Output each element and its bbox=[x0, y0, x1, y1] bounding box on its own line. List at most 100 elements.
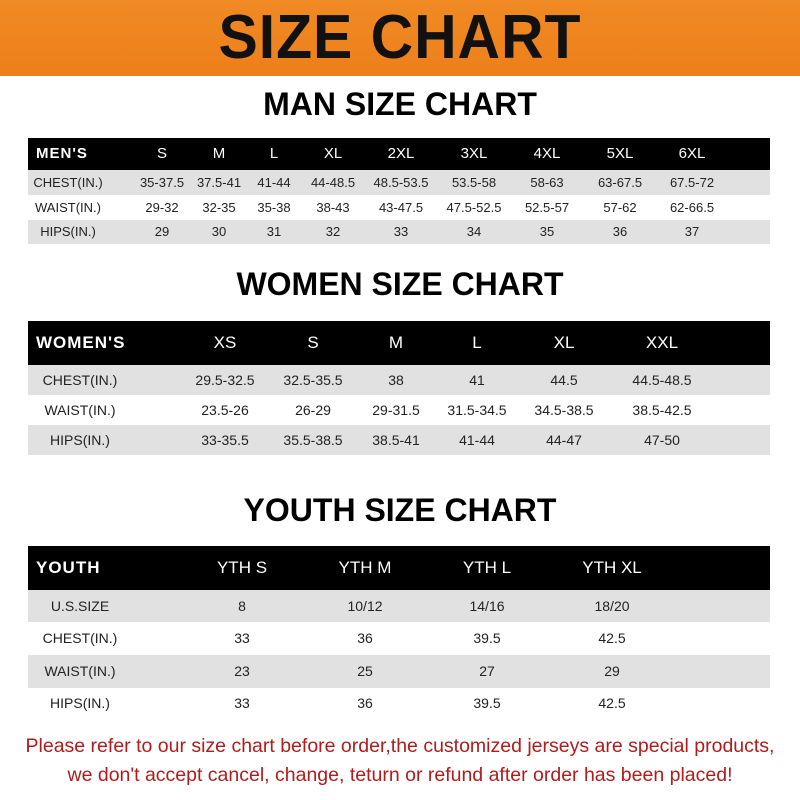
measurement-cell: 10/12 bbox=[347, 598, 383, 614]
row-label: HIPS(IN.) bbox=[50, 695, 110, 711]
measurement-cell: 33 bbox=[234, 630, 250, 646]
table-title-cell: WOMEN'S bbox=[36, 333, 126, 352]
men-size-table: MEN'S S M L XL 2XL 3XL 4XL 5XL 6XL CHEST(IN.) 35-37… bbox=[28, 138, 770, 244]
measurement-cell: 23 bbox=[234, 663, 250, 679]
size-header-cell: 6XL bbox=[678, 145, 706, 162]
measurement-cell: 44-48.5 bbox=[310, 175, 356, 190]
measurement-cell: 41-44 bbox=[257, 175, 291, 190]
size-header-cell: 5XL bbox=[606, 145, 634, 162]
measurement-cell: 47.5-52.5 bbox=[446, 200, 502, 215]
measurement-cell: 34.5-38.5 bbox=[534, 402, 594, 418]
measurement-cell: 32.5-35.5 bbox=[283, 372, 343, 388]
measurement-cell: 57-62 bbox=[603, 200, 637, 215]
measurement-cell: 27 bbox=[479, 663, 495, 679]
measurement-cell: 44.5-48.5 bbox=[632, 372, 692, 388]
measurement-cell: 43-47.5 bbox=[378, 200, 424, 215]
measurement-cell: 41-44 bbox=[459, 432, 495, 448]
measurement-cell: 33-35.5 bbox=[201, 432, 249, 448]
size-header-cell: YTH M bbox=[338, 558, 392, 577]
row-label: CHEST(IN.) bbox=[42, 630, 118, 646]
size-header-cell: 2XL bbox=[387, 145, 415, 162]
row-label: U.S.SIZE bbox=[50, 598, 110, 614]
table-row: WAIST(IN.) 23.5-26 26-29 29-31.5 31.5-34.5 34… bbox=[28, 395, 770, 425]
measurement-cell: 36 bbox=[357, 695, 373, 711]
measurement-cell: 39.5 bbox=[473, 630, 501, 646]
measurement-cell: 36 bbox=[612, 224, 628, 239]
size-header-cell: S bbox=[156, 145, 168, 162]
size-header-cell: 3XL bbox=[460, 145, 488, 162]
size-header-cell: YTH S bbox=[216, 558, 268, 577]
measurement-cell: 29 bbox=[154, 224, 170, 239]
size-header-cell: XS bbox=[213, 333, 237, 352]
measurement-cell: 34 bbox=[466, 224, 482, 239]
table-header-row: WOMEN'S XS S M L XL XXL bbox=[28, 321, 770, 365]
footer-notice-line2: we don't accept cancel, change, teturn o… bbox=[67, 764, 733, 786]
size-header-cell: XXL bbox=[645, 333, 679, 352]
table-row: CHEST(IN.) 29.5-32.5 32.5-35.5 38 41 44.5 44.5… bbox=[28, 365, 770, 395]
row-label: WAIST(IN.) bbox=[44, 663, 116, 679]
measurement-cell: 47-50 bbox=[644, 432, 680, 448]
measurement-cell: 37.5-41 bbox=[196, 175, 242, 190]
table-row: HIPS(IN.) 29 30 31 32 33 34 35 36 37 bbox=[28, 220, 770, 244]
measurement-cell: 35-37.5 bbox=[139, 175, 185, 190]
measurement-cell: 26-29 bbox=[295, 402, 331, 418]
size-header-cell: M bbox=[212, 145, 226, 162]
measurement-cell: 32-35 bbox=[202, 200, 236, 215]
women-size-table: WOMEN'S XS S M L XL XXL CHEST(IN.) 29.5-32.5 32.5… bbox=[28, 321, 770, 455]
measurement-cell: 62-66.5 bbox=[669, 200, 715, 215]
table-row: CHEST(IN.) 33 36 39.5 42.5 bbox=[28, 622, 770, 655]
table-header-row: MEN'S S M L XL 2XL 3XL 4XL 5XL 6XL bbox=[28, 138, 770, 170]
measurement-cell: 23.5-26 bbox=[201, 402, 249, 418]
size-header-cell: YTH L bbox=[462, 558, 512, 577]
table-header-row: YOUTH YTH S YTH M YTH L YTH XL bbox=[28, 546, 770, 590]
table-row: HIPS(IN.) 33-35.5 35.5-38.5 38.5-41 41-44 44-… bbox=[28, 425, 770, 455]
row-label: HIPS(IN.) bbox=[50, 432, 110, 448]
table-row: WAIST(IN.) 23 25 27 29 bbox=[28, 655, 770, 688]
youth-size-table: YOUTH YTH S YTH M YTH L YTH XL U.S.SIZE 8 10/12… bbox=[28, 546, 770, 719]
table-row: WAIST(IN.) 29-32 32-35 35-38 38-43 43-47.5 47.… bbox=[28, 195, 770, 220]
measurement-cell: 14/16 bbox=[469, 598, 505, 614]
measurement-cell: 35 bbox=[539, 224, 555, 239]
measurement-cell: 25 bbox=[357, 663, 373, 679]
measurement-cell: 31 bbox=[266, 224, 282, 239]
size-header-cell: XL bbox=[323, 145, 343, 162]
measurement-cell: 8 bbox=[238, 598, 246, 614]
size-header-cell: L bbox=[269, 145, 279, 162]
row-label: CHEST(IN.) bbox=[42, 372, 118, 388]
size-header-cell: 4XL bbox=[533, 145, 561, 162]
measurement-cell: 18/20 bbox=[594, 598, 630, 614]
measurement-cell: 38.5-42.5 bbox=[632, 402, 692, 418]
row-label: CHEST(IN.) bbox=[33, 175, 103, 190]
measurement-cell: 42.5 bbox=[598, 630, 626, 646]
measurement-cell: 53.5-58 bbox=[451, 175, 497, 190]
size-header-cell: S bbox=[307, 333, 319, 352]
measurement-cell: 48.5-53.5 bbox=[373, 175, 429, 190]
measurement-cell: 39.5 bbox=[473, 695, 501, 711]
measurement-cell: 29 bbox=[604, 663, 620, 679]
measurement-cell: 35.5-38.5 bbox=[283, 432, 343, 448]
measurement-cell: 33 bbox=[234, 695, 250, 711]
measurement-cell: 33 bbox=[393, 224, 409, 239]
measurement-cell: 44-47 bbox=[546, 432, 582, 448]
measurement-cell: 31.5-34.5 bbox=[447, 402, 507, 418]
title-banner: SIZE CHART bbox=[0, 0, 800, 76]
measurement-cell: 41 bbox=[469, 372, 485, 388]
footer-notice-line1: Please refer to our size chart before or… bbox=[25, 735, 775, 757]
measurement-cell: 38 bbox=[388, 372, 404, 388]
measurement-cell: 38.5-41 bbox=[372, 432, 420, 448]
measurement-cell: 35-38 bbox=[257, 200, 291, 215]
page-title: SIZE CHART bbox=[218, 3, 582, 72]
measurement-cell: 37 bbox=[684, 224, 700, 239]
women-heading: WOMEN SIZE CHART bbox=[236, 266, 564, 302]
table-title-cell: MEN'S bbox=[36, 145, 88, 162]
size-header-cell: M bbox=[388, 333, 404, 352]
measurement-cell: 52.5-57 bbox=[524, 200, 570, 215]
measurement-cell: 67.5-72 bbox=[669, 175, 715, 190]
measurement-cell: 32 bbox=[325, 224, 341, 239]
measurement-cell: 42.5 bbox=[598, 695, 626, 711]
row-label: HIPS(IN.) bbox=[40, 224, 96, 239]
table-title-cell: YOUTH bbox=[36, 558, 101, 577]
row-label: WAIST(IN.) bbox=[44, 402, 116, 418]
measurement-cell: 30 bbox=[211, 224, 227, 239]
measurement-cell: 38-43 bbox=[316, 200, 350, 215]
